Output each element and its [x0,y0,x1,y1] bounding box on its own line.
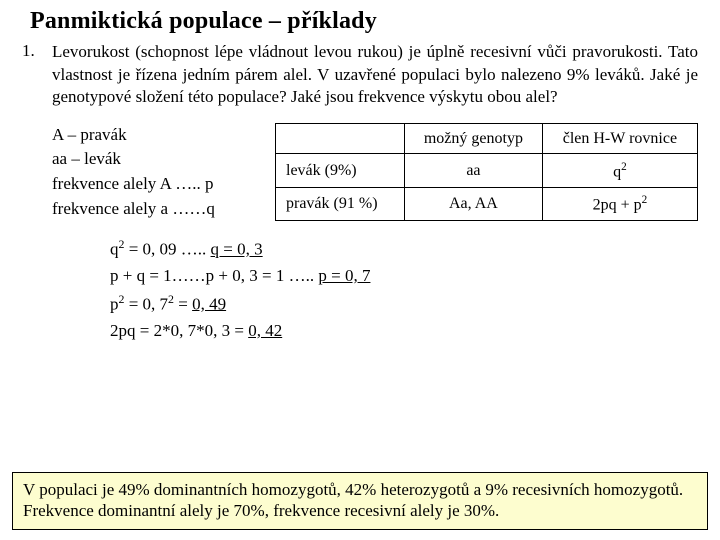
legend-line: frekvence alely A ….. p [52,172,257,197]
example-number: 1. [22,41,38,109]
legend-line: frekvence alely a ……q [52,197,257,222]
table-cell: aa [405,154,543,187]
legend-and-table: A – pravák aa – levák frekvence alely A … [52,123,698,222]
conclusion-line: V populaci je 49% dominantních homozygot… [23,479,697,501]
calculation-block: q2 = 0, 09 ….. q = 0, 3 p + q = 1……p + 0… [110,235,698,344]
table-header-cell [276,123,405,154]
allele-legend: A – pravák aa – levák frekvence alely A … [52,123,257,222]
table-row: levák (9%) aa q2 [276,154,698,187]
conclusion-box: V populaci je 49% dominantních homozygot… [12,472,708,531]
page-title: Panmiktická populace – příklady [22,8,698,35]
table-cell: levák (9%) [276,154,405,187]
example-row: 1. Levorukost (schopnost lépe vládnout l… [22,41,698,109]
table-cell: pravák (91 %) [276,187,405,220]
genotype-table: možný genotyp člen H-W rovnice levák (9%… [275,123,698,222]
calc-line: 2pq = 2*0, 7*0, 3 = 0, 42 [110,318,698,344]
legend-line: aa – levák [52,147,257,172]
calc-line: q2 = 0, 09 ….. q = 0, 3 [110,235,698,263]
legend-line: A – pravák [52,123,257,148]
calc-line: p + q = 1……p + 0, 3 = 1 ….. p = 0, 7 [110,263,698,289]
table-cell: Aa, AA [405,187,543,220]
table-row: pravák (91 %) Aa, AA 2pq + p2 [276,187,698,220]
table-header-cell: člen H-W rovnice [542,123,697,154]
calc-line: p2 = 0, 72 = 0, 49 [110,290,698,318]
problem-text: Levorukost (schopnost lépe vládnout levo… [52,41,698,109]
conclusion-line: Frekvence dominantní alely je 70%, frekv… [23,500,697,522]
table-header-cell: možný genotyp [405,123,543,154]
table-cell: 2pq + p2 [542,187,697,220]
table-header-row: možný genotyp člen H-W rovnice [276,123,698,154]
table-cell: q2 [542,154,697,187]
